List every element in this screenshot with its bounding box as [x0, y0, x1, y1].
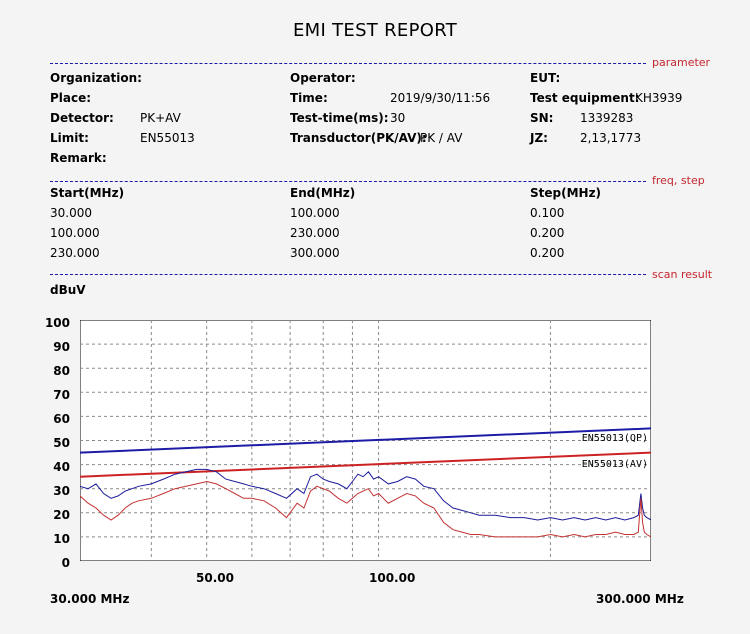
freq-row-1-start: 30.000 — [50, 206, 92, 220]
y-tick-100: 100 — [44, 316, 70, 330]
section-tag-parameter: parameter — [652, 56, 711, 69]
freq-header-end: End(MHz) — [290, 186, 356, 200]
y-tick-80: 80 — [53, 364, 70, 378]
limit-lines — [80, 427, 651, 478]
freq-row-3-start: 230.000 — [50, 246, 100, 260]
report-title: EMI TEST REPORT — [292, 20, 458, 41]
transductor-label: Transductor(PK/AV): — [290, 131, 427, 145]
test-equipment-value: KH3939 — [635, 91, 683, 105]
y-tick-40: 40 — [53, 460, 70, 474]
freq-row-2-step: 0.200 — [530, 226, 565, 240]
limit-label-av: EN55013(AV) — [582, 459, 648, 470]
section-tag-scan-result: scan result — [652, 268, 713, 281]
divider-parameter — [50, 63, 646, 64]
sn-value: 1339283 — [580, 111, 634, 125]
limit-value: EN55013 — [140, 131, 195, 145]
traces — [80, 468, 651, 538]
y-tick-90: 90 — [53, 340, 70, 354]
limit-label-qp: EN55013(QP) — [582, 433, 648, 444]
freq-row-2-end: 230.000 — [290, 226, 340, 240]
x-tick-50: 50.00 — [196, 571, 234, 585]
limit-line-av — [80, 451, 651, 478]
jz-value: 2,13,1773 — [580, 131, 642, 145]
time-label: Time: — [290, 91, 328, 105]
organization-label: Organization: — [50, 71, 142, 85]
test-time-label: Test-time(ms): — [290, 111, 389, 125]
emi-scan-plot: EN55013(QP) EN55013(AV) — [80, 320, 651, 561]
y-tick-30: 30 — [53, 484, 70, 498]
test-time-value: 30 — [390, 111, 406, 125]
trace-av — [80, 480, 651, 538]
place-label: Place: — [50, 91, 92, 105]
x-axis-start: 30.000 MHz — [50, 592, 130, 606]
time-value: 2019/9/30/11:56 — [390, 91, 491, 105]
freq-row-2-start: 100.000 — [50, 226, 100, 240]
y-axis-unit: dBuV — [50, 283, 86, 297]
freq-header-start: Start(MHz) — [50, 186, 125, 200]
y-tick-20: 20 — [53, 508, 70, 522]
y-tick-0: 0 — [61, 556, 70, 570]
freq-header-step: Step(MHz) — [530, 186, 602, 200]
operator-label: Operator: — [290, 71, 356, 85]
y-tick-50: 50 — [53, 436, 70, 450]
divider-scan-result — [50, 274, 646, 275]
sn-label: SN: — [530, 111, 554, 125]
x-tick-100: 100.00 — [369, 571, 416, 585]
divider-freq-step — [50, 181, 646, 182]
jz-label: JZ: — [530, 131, 548, 145]
section-tag-freq-step: freq, step — [652, 174, 705, 187]
limit-label: Limit: — [50, 131, 89, 145]
limit-line-qp — [80, 427, 651, 454]
test-equipment-label: Test equipment: — [530, 91, 640, 105]
detector-value: PK+AV — [140, 111, 181, 125]
y-tick-70: 70 — [53, 388, 70, 402]
freq-row-1-end: 100.000 — [290, 206, 340, 220]
remark-label: Remark: — [50, 151, 107, 165]
transductor-value: PK / AV — [420, 131, 463, 145]
x-axis-end: 300.000 MHz — [596, 592, 684, 606]
y-tick-10: 10 — [53, 532, 70, 546]
trace-pk — [80, 468, 651, 521]
detector-label: Detector: — [50, 111, 114, 125]
freq-row-3-end: 300.000 — [290, 246, 340, 260]
freq-row-3-step: 0.200 — [530, 246, 565, 260]
y-tick-60: 60 — [53, 412, 70, 426]
eut-label: EUT: — [530, 71, 561, 85]
freq-row-1-step: 0.100 — [530, 206, 565, 220]
